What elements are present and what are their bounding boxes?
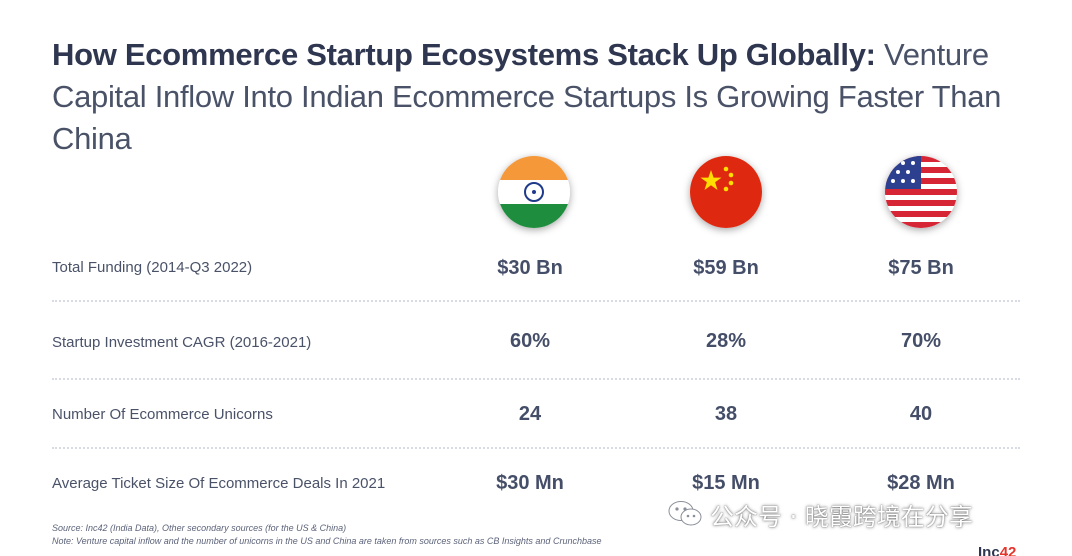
cell-unicorns-india: 24 [518, 403, 542, 425]
cell-unicorns-us: 40 [909, 403, 933, 425]
row-label-ticket-size: Average Ticket Size Of Ecommerce Deals I… [52, 475, 386, 492]
china-flag-icon [690, 156, 762, 228]
cell-cagr-china: 28% [705, 330, 747, 352]
watermark-text: 公众号 · 晓霞跨境在分享 [710, 502, 973, 531]
inc42-logo: Inc42 [978, 544, 1016, 556]
cell-total-funding-us: $75 Bn [888, 257, 954, 279]
cell-cagr-us: 70% [900, 330, 942, 352]
logo-accent: 42 [999, 544, 1017, 556]
cell-cagr-india: 60% [509, 330, 551, 352]
title-bold: How Ecommerce Startup Ecosystems Stack U… [52, 37, 876, 72]
row-divider [52, 378, 1020, 380]
cell-ticket-size-us: $28 Mn [887, 472, 955, 494]
cell-total-funding-india: $30 Bn [497, 257, 563, 279]
footnote: Note: Venture capital inflow and the num… [52, 536, 602, 546]
cell-ticket-size-india: $30 Mn [496, 472, 564, 494]
cell-unicorns-china: 38 [714, 403, 738, 425]
row-label-unicorns: Number Of Ecommerce Unicorns [52, 406, 273, 423]
cell-total-funding-china: $59 Bn [693, 257, 759, 279]
title-light: Venture Capital Inflow Into Indian Ecomm… [52, 37, 1002, 156]
watermark: 公众号 · 晓霞跨境在分享 [668, 498, 973, 531]
usa-flag-icon [885, 156, 957, 228]
wechat-icon [668, 501, 702, 526]
row-label-investment-cagr: Startup Investment CAGR (2016-2021) [52, 334, 312, 351]
row-divider [52, 300, 1020, 302]
chart-title: How Ecommerce Startup Ecosystems Stack U… [52, 34, 1042, 160]
row-divider [52, 447, 1020, 449]
cell-ticket-size-china: $15 Mn [692, 472, 760, 494]
source-note: Source: Inc42 (India Data), Other second… [52, 523, 347, 533]
india-flag-icon [498, 156, 570, 228]
logo-main: Inc [978, 544, 1000, 556]
row-label-total-funding: Total Funding (2014-Q3 2022) [52, 259, 253, 276]
